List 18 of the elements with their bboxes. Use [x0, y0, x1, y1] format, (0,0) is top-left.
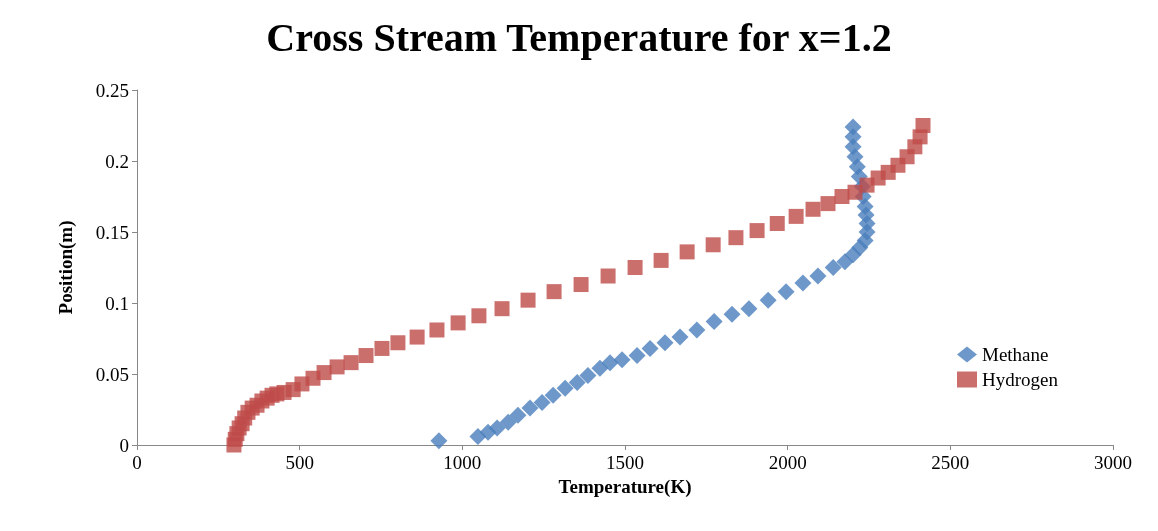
x-tick-label: 1500 — [606, 452, 644, 473]
y-tick-label: 0.15 — [95, 221, 129, 243]
y-tick-label: 0.1 — [105, 292, 129, 314]
x-tick-label: 3000 — [1094, 452, 1132, 473]
x-tick-label: 2500 — [931, 452, 970, 473]
legend-label: Hydrogen — [982, 369, 1059, 390]
y-tick-label: 0.2 — [105, 150, 129, 172]
y-axis-title: Position(m) — [55, 220, 77, 315]
chart-title: Cross Stream Temperature for x=1.2 — [266, 14, 892, 60]
legend-label: Methane — [982, 344, 1049, 365]
x-tick-label: 500 — [285, 452, 314, 473]
y-tick-label: 0.05 — [95, 363, 129, 385]
y-tick-label: 0 — [119, 434, 129, 456]
x-tick-label: 1000 — [443, 452, 482, 473]
x-tick-label: 2000 — [768, 452, 807, 473]
x-tick-label: 0 — [132, 452, 142, 473]
x-axis-title: Temperature(K) — [558, 475, 692, 498]
y-tick-label: 0.25 — [95, 79, 129, 101]
